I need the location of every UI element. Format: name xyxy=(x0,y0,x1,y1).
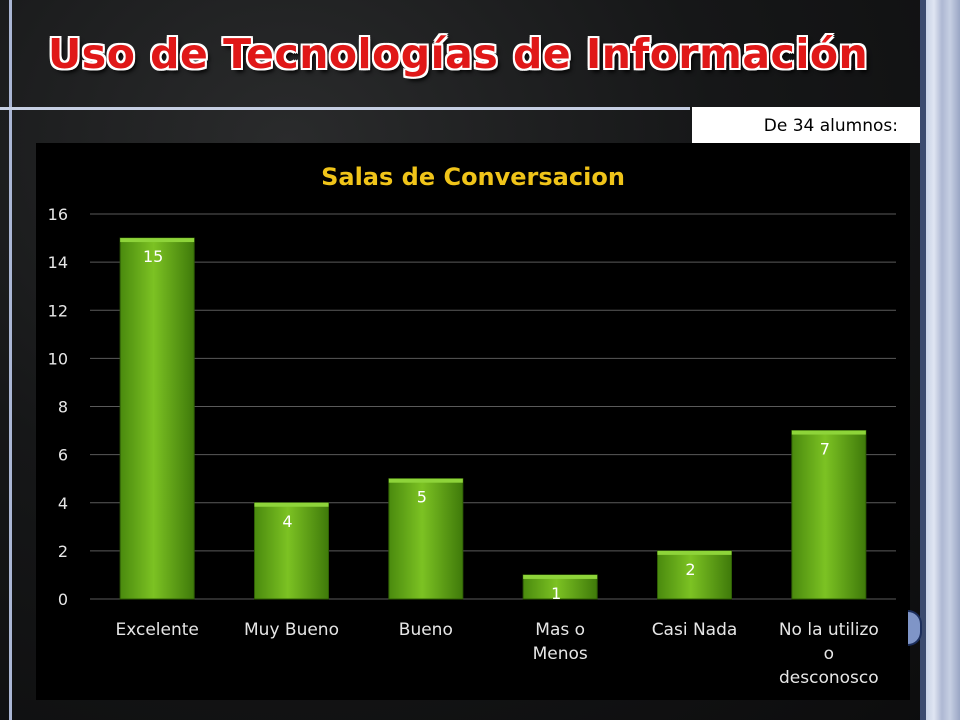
bar xyxy=(388,478,464,600)
subtitle-box: De 34 alumnos: xyxy=(692,107,920,143)
bar-top xyxy=(254,502,329,507)
x-tick-label-line: No la utilizo xyxy=(779,620,879,640)
y-tick-label: 12 xyxy=(48,301,68,320)
bar-top xyxy=(791,430,866,435)
data-label: 5 xyxy=(417,488,427,507)
x-tick-label-line: Excelente xyxy=(115,620,198,640)
bar-top xyxy=(657,550,732,555)
x-tick-label-line: Muy Bueno xyxy=(244,620,339,640)
x-tick-label-line: Casi Nada xyxy=(652,620,738,640)
y-tick-label: 2 xyxy=(58,542,68,561)
data-labels: 15 4 5 1 2 7 xyxy=(143,247,830,603)
bar xyxy=(119,237,195,600)
data-label: 4 xyxy=(282,512,292,531)
y-tick-label: 4 xyxy=(58,494,68,513)
x-tick-label: Excelente xyxy=(115,620,198,640)
slide-title: Uso de Tecnologías de Información xyxy=(48,30,869,78)
y-tick-label: 16 xyxy=(48,205,68,224)
x-tick-label: Muy Bueno xyxy=(244,620,339,640)
bar-top xyxy=(120,238,195,243)
x-tick-label-line: Menos xyxy=(533,644,588,664)
x-tick-label: Mas o Menos xyxy=(533,620,588,664)
x-tick-label: Bueno xyxy=(399,620,453,640)
y-tick-label: 14 xyxy=(48,253,68,272)
bar xyxy=(254,502,329,600)
x-tick-label-line: desconosco xyxy=(779,668,879,688)
data-label: 2 xyxy=(685,560,695,579)
bar xyxy=(657,550,732,600)
x-tick-label: Casi Nada xyxy=(652,620,738,640)
x-tick-label: No la utilizo o desconosco xyxy=(779,620,879,688)
y-tick-label: 8 xyxy=(58,398,68,417)
bar xyxy=(791,430,867,600)
bars xyxy=(119,237,867,600)
y-axis-ticks: 0 2 4 6 8 10 12 14 16 xyxy=(48,205,68,609)
bar-top xyxy=(388,478,463,483)
subtitle-text: De 34 alumnos: xyxy=(763,116,898,136)
title-underline xyxy=(0,107,690,110)
data-label: 7 xyxy=(820,440,830,459)
bar-top xyxy=(523,574,598,579)
chart-title: Salas de Conversacion xyxy=(321,163,625,191)
x-tick-label-line: o xyxy=(824,644,834,664)
chart-panel: Salas de Conversacion 0 2 4 6 8 10 12 14 16 15 4 5… xyxy=(36,143,910,700)
gridlines xyxy=(90,213,896,600)
right-decorative-stripe xyxy=(920,0,960,720)
x-tick-label-line: Bueno xyxy=(399,620,453,640)
left-accent-line xyxy=(9,0,12,720)
y-tick-label: 6 xyxy=(58,446,68,465)
data-label: 15 xyxy=(143,247,163,266)
data-label: 1 xyxy=(551,584,561,603)
x-axis-ticks: Excelente Muy Bueno Bueno Mas o Menos Casi Na… xyxy=(115,620,878,688)
x-tick-label-line: Mas o xyxy=(535,620,585,640)
y-tick-label: 10 xyxy=(48,349,68,368)
y-tick-label: 0 xyxy=(58,590,68,609)
